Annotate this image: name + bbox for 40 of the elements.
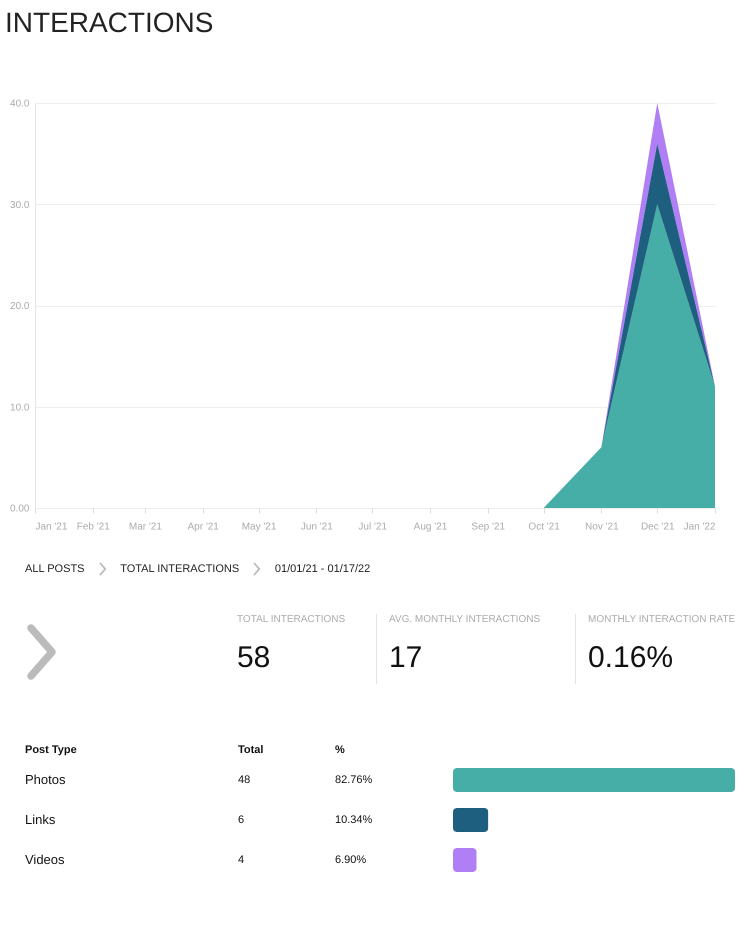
x-tick-label: Oct '21 xyxy=(528,522,560,532)
y-tick-label: Videos xyxy=(25,852,66,867)
text: 6.90% xyxy=(335,854,366,866)
text: TOTAL INTERACTIONS xyxy=(120,563,240,575)
x-tick-label: Mar '21 xyxy=(128,522,162,532)
text: 4 xyxy=(238,854,244,866)
text: 17 xyxy=(389,641,424,675)
text: MONTHLY INTERACTION RATE xyxy=(588,614,736,625)
text: AVG. MONTHLY INTERACTIONS xyxy=(389,614,540,625)
text: 0.16% xyxy=(588,641,674,675)
y-tick-label: Links xyxy=(25,812,56,827)
x-tick-label: Nov '21 xyxy=(585,522,620,532)
x-tick-label: Apr '21 xyxy=(187,522,220,532)
text: 10.34% xyxy=(335,814,373,826)
y-axis-title: Post Type xyxy=(25,744,77,756)
chart-title: INTERACTIONS xyxy=(5,7,214,38)
x-tick-label: Jan '21 xyxy=(36,522,68,532)
x-tick-label: Jan '22 xyxy=(684,522,716,532)
text: ALL POSTS xyxy=(25,563,85,575)
x-tick-label: Jul '21 xyxy=(358,522,388,532)
y-tick-label: 0.00 xyxy=(10,504,30,514)
y-tick-label: 30.0 xyxy=(10,200,30,211)
y-tick-label: 10.0 xyxy=(10,402,30,414)
x-tick-label: Jun '21 xyxy=(300,522,334,532)
text: 82.76% xyxy=(335,774,373,786)
x-tick-label: Feb '21 xyxy=(76,522,110,532)
x-tick-label: Dec '21 xyxy=(640,522,675,532)
text: TOTAL INTERACTIONS xyxy=(237,614,346,625)
y-tick-label: 40.0 xyxy=(10,98,30,110)
x-tick-label: May '21 xyxy=(242,522,277,532)
text: 58 xyxy=(237,641,272,675)
text: % xyxy=(335,744,345,756)
y-tick-label: 20.0 xyxy=(10,301,30,312)
x-tick-label: Sep '21 xyxy=(471,522,506,532)
text: 48 xyxy=(238,774,250,786)
text: 01/01/21 - 01/17/22 xyxy=(274,563,370,575)
text: 6 xyxy=(238,814,244,826)
y-tick-label: Photos xyxy=(25,772,66,787)
text: Total xyxy=(238,744,264,756)
x-tick-label: Aug '21 xyxy=(414,522,448,532)
